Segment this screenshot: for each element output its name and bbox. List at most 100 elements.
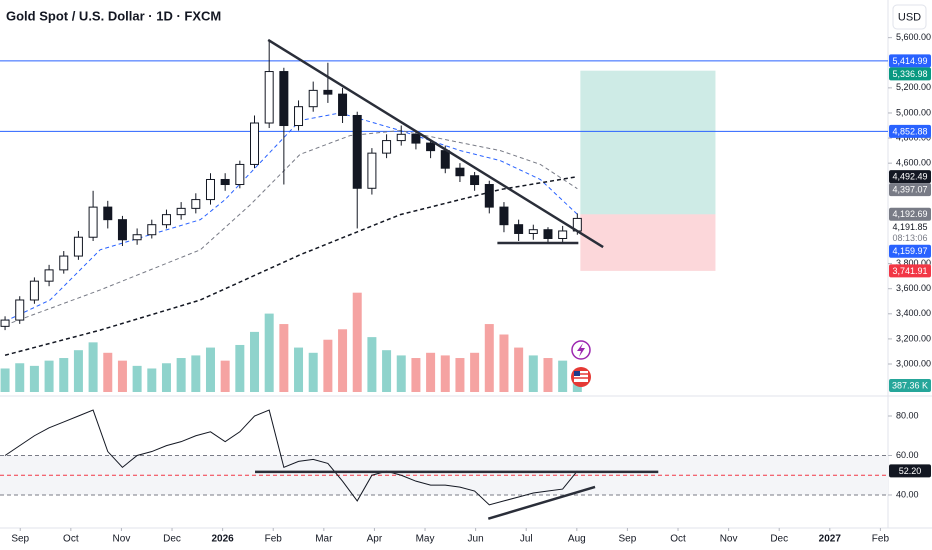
candle-body xyxy=(484,184,494,208)
price-label-bg xyxy=(889,170,931,184)
candle-body xyxy=(88,206,98,238)
x-tick-label: Apr xyxy=(367,534,383,545)
volume-bar xyxy=(59,358,69,392)
price-label: 5,336.98 xyxy=(892,69,927,79)
x-tick-label: Dec xyxy=(163,534,181,545)
price-label: 4,191.85 xyxy=(892,222,927,232)
price-label-bg xyxy=(889,54,931,68)
volume-bar xyxy=(455,358,465,392)
price-label: 4,397.07 xyxy=(892,185,927,195)
volume-bar xyxy=(323,339,333,392)
moving-average xyxy=(4,130,578,326)
moving-average xyxy=(4,175,578,356)
volume-bar xyxy=(558,360,568,392)
countdown: 08:13:06 xyxy=(892,233,927,243)
rsi-trendline xyxy=(487,485,596,520)
price-label-bg xyxy=(889,67,931,81)
currency-button[interactable] xyxy=(892,4,927,30)
candle-body xyxy=(264,71,274,124)
x-tick-label: Nov xyxy=(113,534,131,545)
x-tick-label: Feb xyxy=(265,534,283,545)
volume-bar xyxy=(73,350,83,392)
rsi-tick-label: 40.00 xyxy=(896,489,919,499)
x-tick-label: Jun xyxy=(468,534,484,545)
candle-body xyxy=(279,71,289,127)
candle-body xyxy=(250,122,260,165)
price-label-bg xyxy=(889,183,931,197)
x-tick-label: Dec xyxy=(770,534,788,545)
volume-bar xyxy=(514,347,524,392)
candle-body xyxy=(0,319,10,327)
x-tick-label: Feb xyxy=(872,534,890,545)
candle-body xyxy=(514,224,524,234)
y-tick-label: 5,200.00 xyxy=(896,82,931,92)
candle-body xyxy=(396,133,406,142)
rsi-tick-label: 80.00 xyxy=(896,410,919,420)
flag-canton xyxy=(574,371,580,376)
x-tick-label: 2026 xyxy=(212,534,235,545)
candle-body xyxy=(440,150,450,169)
volume-bar xyxy=(132,365,142,392)
candle-body xyxy=(147,224,157,236)
price-label: 4,159.97 xyxy=(892,246,927,256)
price-label-bg xyxy=(889,264,931,278)
y-tick-label: 3,200.00 xyxy=(896,333,931,343)
candle-body xyxy=(235,163,245,186)
volume-bar xyxy=(338,329,348,392)
volume-bar xyxy=(15,363,25,392)
volume-bar xyxy=(279,324,289,392)
price-label: 4,192.69 xyxy=(892,209,927,219)
candle-body xyxy=(176,207,186,216)
volume-bar xyxy=(294,347,304,392)
candle-body xyxy=(29,280,39,301)
y-tick-label: 4,600.00 xyxy=(896,158,931,168)
event-icon-glyph xyxy=(577,343,585,357)
volume-bar xyxy=(250,331,260,392)
candle-body xyxy=(528,229,538,234)
price-label-bg xyxy=(889,124,931,138)
candle-body xyxy=(161,214,171,226)
candle-body xyxy=(44,269,54,282)
candle-body xyxy=(220,178,230,186)
candle-body xyxy=(558,230,568,239)
x-tick-label: Aug xyxy=(568,534,586,545)
volume-bar xyxy=(205,347,215,392)
volume-bar xyxy=(264,313,274,392)
volume-bar xyxy=(470,352,480,392)
candle-body xyxy=(426,142,436,152)
volume-bar xyxy=(367,337,377,392)
candle-body xyxy=(338,93,348,116)
volume-bar xyxy=(382,350,392,392)
x-tick-label: Nov xyxy=(720,534,738,545)
rsi-label: 52.20 xyxy=(899,466,922,476)
rsi-line xyxy=(4,409,578,506)
x-tick-label: Jul xyxy=(520,534,533,545)
x-tick-label: 2027 xyxy=(819,534,842,545)
currency-label[interactable]: USD xyxy=(898,11,921,23)
y-tick-label: 3,000.00 xyxy=(896,358,931,368)
volume-bar xyxy=(161,363,171,392)
volume-bar xyxy=(308,352,318,392)
candle-body xyxy=(191,199,201,209)
candle-body xyxy=(499,206,509,226)
price-label: 3,741.91 xyxy=(892,266,927,276)
candle-body xyxy=(411,133,421,144)
volume-bar xyxy=(176,358,186,392)
price-label: 4,852.88 xyxy=(892,126,927,136)
x-tick-label: Oct xyxy=(670,534,686,545)
candle-body xyxy=(117,219,127,241)
volume-bar xyxy=(543,358,553,392)
x-tick-label: May xyxy=(416,534,435,545)
x-tick-label: Sep xyxy=(11,534,29,545)
volume-bar xyxy=(117,360,127,392)
candle-body xyxy=(543,229,553,239)
candle-body xyxy=(59,255,69,271)
candle-body xyxy=(73,236,83,257)
volume-bar xyxy=(29,365,39,392)
price-pane xyxy=(0,38,888,392)
candle-body xyxy=(103,206,113,221)
volume-bar xyxy=(396,355,406,392)
volume-bar xyxy=(572,381,582,392)
y-tick-label: 3,600.00 xyxy=(896,283,931,293)
